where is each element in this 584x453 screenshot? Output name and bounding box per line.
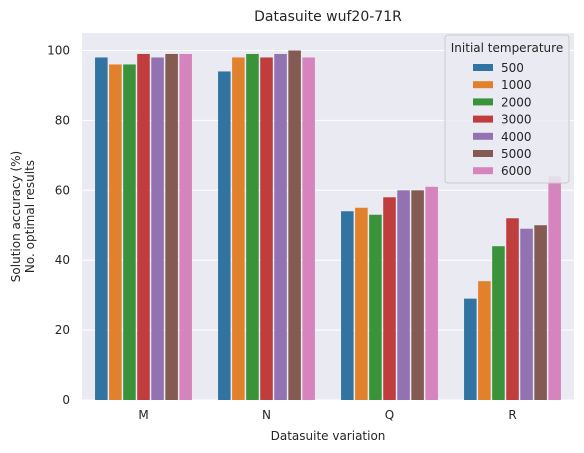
legend-item: 2000	[473, 95, 532, 109]
legend-title: Initial temperature	[451, 41, 563, 55]
x-axis-label: Datasuite variation	[271, 429, 386, 443]
legend-item: 3000	[473, 113, 532, 127]
legend-item: 500	[473, 61, 524, 75]
bar	[534, 225, 547, 400]
bar	[302, 57, 315, 400]
bar	[137, 53, 150, 400]
legend-swatch	[473, 115, 493, 123]
y-tick-label: 20	[55, 323, 70, 337]
y-tick-label: 40	[55, 253, 70, 267]
x-tick-label: N	[262, 408, 271, 422]
y-tick-label: 0	[62, 393, 70, 407]
bar	[95, 57, 108, 400]
legend-item: 4000	[473, 130, 532, 144]
bar	[260, 57, 273, 400]
bar	[464, 298, 477, 400]
legend-swatch	[473, 132, 493, 140]
bar	[492, 246, 505, 400]
y-axis-label-line-1: Solution accuracy (%)	[9, 151, 23, 282]
bar	[246, 53, 259, 400]
legend-label: 1000	[501, 78, 532, 92]
legend-label: 6000	[501, 164, 532, 178]
x-tick-label: R	[508, 408, 516, 422]
legend-swatch	[473, 64, 493, 71]
bar	[425, 186, 438, 400]
bar	[520, 228, 533, 400]
legend-swatch	[473, 167, 493, 175]
bar	[165, 53, 178, 400]
bar	[506, 218, 519, 400]
y-tick-label: 60	[55, 183, 70, 197]
legend-label: 5000	[501, 147, 532, 161]
bar	[355, 207, 368, 400]
y-axis-label-line-2: No. optimal results	[23, 160, 37, 273]
bar	[179, 53, 192, 400]
bar	[548, 176, 561, 400]
legend-swatch	[473, 81, 493, 89]
legend-box	[444, 34, 570, 184]
bar	[123, 64, 136, 400]
bar	[397, 190, 410, 400]
bars	[95, 50, 561, 400]
bar	[369, 214, 382, 400]
y-axis-label: Solution accuracy (%) No. optimal result…	[9, 151, 37, 282]
bar	[232, 57, 245, 400]
x-tick-label: M	[138, 408, 148, 422]
legend-label: 2000	[501, 95, 532, 109]
legend-swatch	[473, 98, 493, 106]
bar	[288, 50, 301, 400]
bar	[341, 211, 354, 400]
bar	[109, 64, 122, 400]
legend-item: 6000	[473, 164, 532, 178]
legend-label: 3000	[501, 113, 532, 127]
bar	[383, 197, 396, 400]
legend-swatch	[473, 150, 493, 157]
bar	[274, 53, 287, 400]
y-tick-label: 80	[55, 113, 70, 127]
bar	[478, 281, 491, 400]
legend-item: 1000	[473, 78, 532, 92]
legend-label: 500	[501, 61, 524, 75]
y-tick-label: 100	[47, 43, 70, 57]
bar	[218, 71, 231, 400]
chart-title: Datasuite wuf20-71R	[254, 9, 402, 25]
x-tick-label: Q	[385, 408, 394, 422]
y-ticks: 0 20 40 60 80 100	[47, 43, 70, 407]
legend-item: 5000	[473, 147, 532, 161]
bar	[411, 190, 424, 400]
legend: Initial temperature 500 1000 2000 3000 4000 5…	[444, 34, 570, 184]
legend-label: 4000	[501, 130, 532, 144]
bar	[151, 57, 164, 400]
